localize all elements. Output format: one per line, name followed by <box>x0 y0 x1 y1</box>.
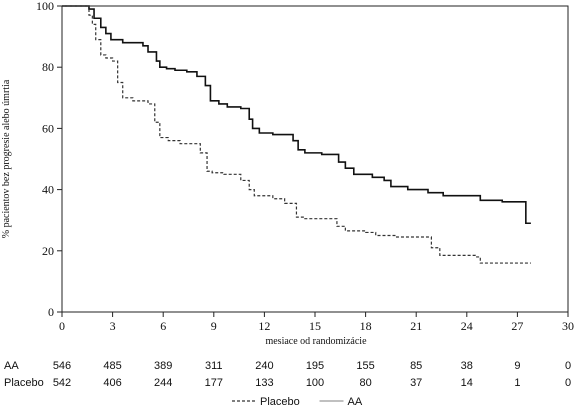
risk-value: 0 <box>565 360 571 372</box>
risk-value: 38 <box>461 360 473 372</box>
x-tick-label: 30 <box>562 319 574 333</box>
risk-value: 80 <box>359 377 371 389</box>
series-line-placebo <box>62 5 531 264</box>
risk-value: 406 <box>103 377 121 389</box>
risk-row-label: AA <box>4 360 19 372</box>
x-tick-label: 3 <box>110 319 116 333</box>
risk-value: 485 <box>103 360 121 372</box>
y-tick-label: 0 <box>48 305 54 319</box>
y-tick-label: 20 <box>42 244 54 258</box>
curves <box>62 5 531 264</box>
risk-value: 244 <box>154 377 172 389</box>
risk-value: 133 <box>255 377 273 389</box>
risk-value: 37 <box>410 377 422 389</box>
legend-label: Placebo <box>260 396 300 408</box>
y-axis-ticks: 0 20 40 60 80 100 <box>36 0 62 319</box>
risk-value: 85 <box>410 360 422 372</box>
plot-frame <box>61 5 569 313</box>
plot-border <box>61 5 569 313</box>
risk-value: 9 <box>514 360 520 372</box>
x-axis-title: mesiace od randomizácie <box>265 336 367 347</box>
risk-value: 389 <box>154 360 172 372</box>
legend-label: AA <box>348 396 363 408</box>
x-tick-label: 27 <box>511 319 523 333</box>
risk-value: 1 <box>514 377 520 389</box>
x-tick-label: 9 <box>211 319 217 333</box>
risk-value: 14 <box>461 377 473 389</box>
x-tick-label: 21 <box>410 319 422 333</box>
legend: Placebo AA <box>232 396 363 408</box>
x-tick-label: 6 <box>160 319 166 333</box>
x-tick-label: 24 <box>461 319 473 333</box>
risk-value: 546 <box>53 360 71 372</box>
y-tick-label: 60 <box>42 121 54 135</box>
risk-value: 542 <box>53 377 71 389</box>
risk-value: 240 <box>255 360 273 372</box>
risk-value: 195 <box>306 360 324 372</box>
series-line-aa <box>62 5 531 225</box>
y-tick-label: 40 <box>42 183 54 197</box>
x-tick-label: 0 <box>59 319 65 333</box>
y-tick-label: 100 <box>36 0 54 13</box>
x-tick-label: 15 <box>309 319 321 333</box>
risk-value: 100 <box>306 377 324 389</box>
risk-value: 177 <box>205 377 223 389</box>
risk-value: 0 <box>565 377 571 389</box>
x-tick-label: 12 <box>258 319 270 333</box>
x-axis-ticks: 0 3 6 9 12 15 18 21 24 27 30 <box>59 312 574 333</box>
risk-row-label: Placebo <box>4 377 44 389</box>
risk-value: 155 <box>356 360 374 372</box>
y-tick-label: 80 <box>42 60 54 74</box>
risk-value: 311 <box>205 360 223 372</box>
x-tick-label: 18 <box>360 319 372 333</box>
y-axis-title: % pacientov bez progresie alebo úmrtia <box>1 79 12 238</box>
